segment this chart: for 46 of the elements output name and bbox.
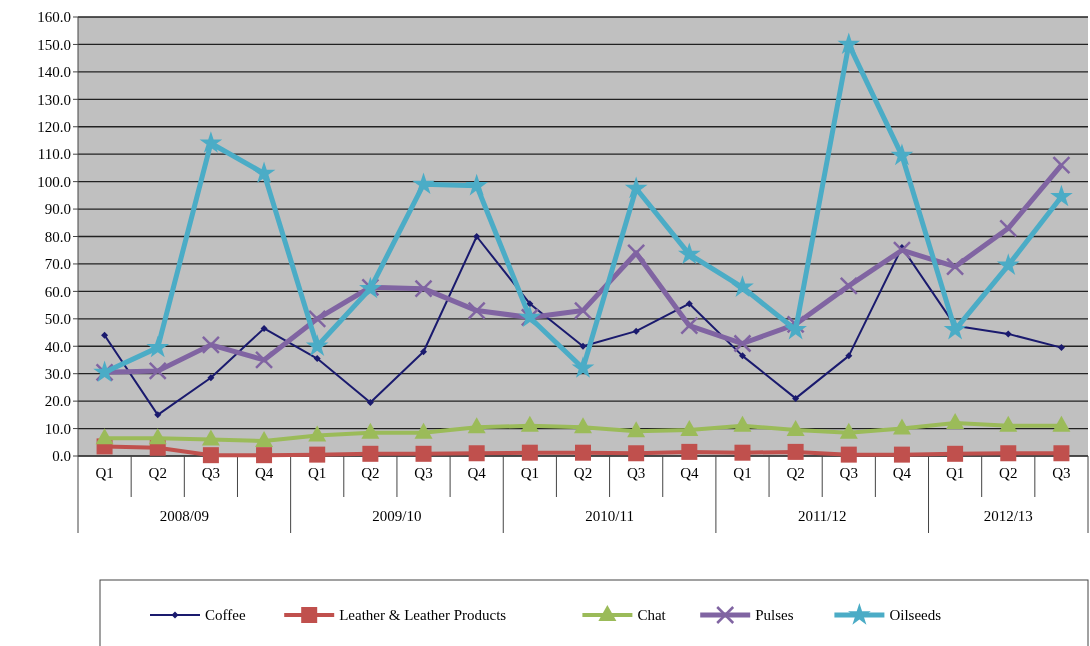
x-tick-label: Q4 [254, 465, 274, 481]
y-tick-label: 80.0 [44, 228, 71, 245]
text: 2012/13 [983, 508, 1033, 524]
x-tick-label: Q3 [839, 465, 858, 481]
x-tick-label: Q2 [999, 465, 1018, 481]
x-tick-label: Q1 [308, 465, 327, 481]
x-tick-label: Q4 [892, 465, 912, 481]
legend-label: Coffee [205, 607, 246, 624]
x-tick-label: Q3 [1052, 465, 1071, 481]
x-tick-label: Q2 [148, 465, 167, 481]
x-tick-label: Q1 [520, 465, 540, 481]
text: 2011/12 [797, 508, 847, 524]
x-tick-label: Q4 [680, 465, 699, 481]
y-tick-label: 120.0 [37, 119, 71, 135]
text: 2009/10 [372, 508, 422, 524]
x-tick-label: Q2 [361, 465, 380, 481]
x-tick-label: Q1 [95, 465, 114, 481]
legend-label: Pulses [755, 607, 794, 624]
y-tick-label: 70.0 [44, 256, 71, 273]
y-tick-label: 50.0 [44, 311, 71, 328]
y-tick-label: 60.0 [44, 283, 71, 300]
text: 2008/09 [159, 508, 209, 524]
y-tick-label: 0.0 [52, 448, 71, 465]
legend-label: Chat [637, 607, 667, 624]
y-tick-label: 40.0 [44, 338, 71, 355]
y-tick-label: 140.0 [37, 64, 71, 81]
y-tick-label: 20.0 [44, 393, 71, 410]
y-tick-label: 110.0 [37, 146, 71, 163]
text: 2010/11 [585, 508, 634, 524]
x-tick-label: Q3 [414, 465, 433, 481]
y-tick-label: 150.0 [37, 36, 71, 53]
x-tick-label: Q1 [733, 465, 752, 481]
x-tick-label: Q2 [573, 465, 593, 481]
legend-label: Oilseeds [889, 607, 942, 624]
y-tick-label: 130.0 [37, 91, 71, 108]
y-tick-label: 10.0 [44, 420, 71, 437]
y-tick-label: 100.0 [37, 173, 71, 190]
x-tick-label: Q4 [467, 465, 487, 481]
x-tick-label: Q3 [201, 465, 221, 481]
y-tick-label: 30.0 [44, 365, 71, 382]
legend-label: Leather & Leather Products [339, 607, 507, 624]
y-tick-label: 90.0 [44, 201, 71, 218]
x-tick-label: Q1 [945, 465, 965, 481]
y-tick-label: 160.0 [37, 9, 71, 26]
x-tick-label: Q3 [626, 465, 646, 481]
x-tick-label: Q2 [786, 465, 805, 481]
